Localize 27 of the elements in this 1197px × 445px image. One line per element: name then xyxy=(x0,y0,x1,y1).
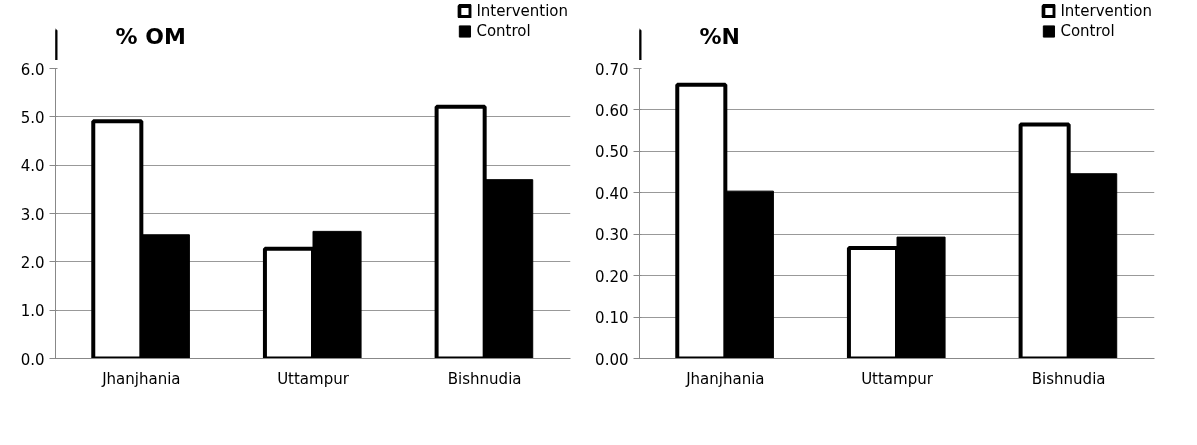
legend-label: Intervention xyxy=(1060,2,1152,20)
y-tick-label: 0.50 xyxy=(595,143,629,162)
x-tick-label: Uttampur xyxy=(277,369,350,388)
y-tick-label: 0.00 xyxy=(595,350,629,369)
x-tick-label: Bishnudia xyxy=(1031,369,1106,388)
legend-label: Control xyxy=(476,22,531,40)
y-tick-label: 1.0 xyxy=(20,302,45,321)
y-tick-label: 3.0 xyxy=(20,205,45,224)
y-tick-label: 0.30 xyxy=(595,226,629,245)
y-tick-label: 0.70 xyxy=(595,60,629,79)
y-tick-label: 0.10 xyxy=(595,309,629,328)
x-tick-label: Bishnudia xyxy=(447,369,522,388)
legend-label: Control xyxy=(1060,22,1115,40)
y-tick-label: 4.0 xyxy=(20,157,45,176)
y-tick-label: 0.0 xyxy=(20,350,45,369)
chart-title: % OM xyxy=(115,23,186,49)
y-tick-label: 2.0 xyxy=(20,253,45,272)
x-tick-label: Jhanjhania xyxy=(101,369,181,388)
y-tick-label: 0.40 xyxy=(595,184,629,203)
y-tick-label: 6.0 xyxy=(20,60,45,79)
chart-title: %N xyxy=(699,23,740,49)
legend-label: Intervention xyxy=(476,2,568,20)
y-tick-label: 0.60 xyxy=(595,101,629,120)
y-tick-label: 0.20 xyxy=(595,267,629,286)
x-tick-label: Uttampur xyxy=(861,369,934,388)
y-tick-label: 5.0 xyxy=(20,108,45,127)
x-tick-label: Jhanjhania xyxy=(685,369,765,388)
